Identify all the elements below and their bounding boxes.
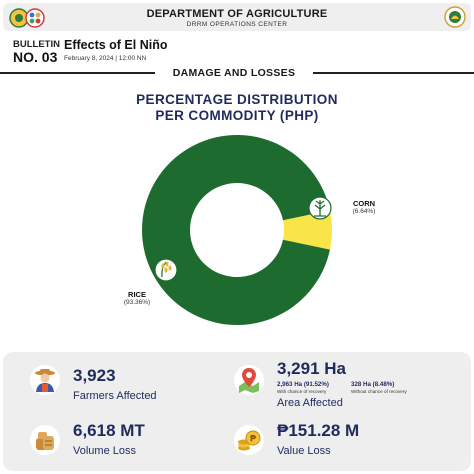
corn-slice-label: CORN (6.64%) bbox=[342, 199, 386, 215]
rice-label-name: RICE bbox=[128, 290, 146, 299]
seal-icon bbox=[444, 6, 466, 28]
corn-label-name: CORN bbox=[352, 199, 376, 208]
area-with-recovery-label: With chance of recovery bbox=[277, 389, 327, 394]
header-bar: DEPARTMENT OF AGRICULTURE DRRM OPERATION… bbox=[3, 3, 471, 31]
sacks-icon bbox=[30, 425, 60, 455]
area-without-recovery-value: 328 Ha (8.48%) bbox=[351, 381, 395, 388]
rice-slice bbox=[142, 135, 330, 325]
svg-text:₱: ₱ bbox=[250, 435, 257, 445]
rice-label-percent: (93.36%) bbox=[123, 299, 151, 306]
rice-icon bbox=[154, 258, 178, 282]
volume-label: Volume Loss bbox=[73, 445, 136, 457]
chart-title-line-1: PERCENTAGE DISTRIBUTION bbox=[136, 92, 338, 107]
rice-slice-label: RICE (93.36%) bbox=[115, 290, 159, 306]
section-title: DAMAGE AND LOSSES bbox=[172, 67, 296, 79]
value-loss-value: ₱151.28 M bbox=[277, 421, 360, 440]
bulletin-number: NO. 03 bbox=[13, 49, 58, 65]
department-title: DEPARTMENT OF AGRICULTURE bbox=[146, 8, 328, 20]
corn-icon bbox=[308, 196, 332, 220]
corn-label-percent: (6.64%) bbox=[352, 208, 376, 215]
area-label: Area Affected bbox=[277, 397, 343, 409]
area-value: 3,291 Ha bbox=[277, 359, 346, 378]
bulletin-topic: Effects of El Niño bbox=[64, 38, 168, 52]
coins-icon: ₱ bbox=[234, 425, 264, 455]
bulletin-label: BULLETIN bbox=[13, 39, 60, 50]
map-pin-icon bbox=[234, 365, 264, 395]
area-without-recovery-label: Without chance of recovery bbox=[351, 389, 407, 394]
farmers-value: 3,923 bbox=[73, 366, 116, 385]
stats-panel: 3,923 Farmers Affected 3,291 Ha 2,963 Ha… bbox=[3, 352, 471, 471]
section-divider-right bbox=[313, 72, 474, 74]
area-with-recovery-value: 2,963 Ha (91.52%) bbox=[277, 381, 329, 388]
chart-title-line-2: PER COMMODITY (PHP) bbox=[155, 108, 319, 123]
agency-logos-icon bbox=[9, 8, 45, 28]
department-subtitle: DRRM OPERATIONS CENTER bbox=[186, 21, 288, 28]
section-divider-left bbox=[0, 72, 155, 74]
bulletin-date: February 8, 2024 | 12:00 NN bbox=[64, 55, 147, 62]
volume-value: 6,618 MT bbox=[73, 421, 145, 440]
farmer-icon bbox=[30, 365, 60, 395]
chart-title: PERCENTAGE DISTRIBUTION PER COMMODITY (P… bbox=[0, 92, 474, 124]
farmers-label: Farmers Affected bbox=[73, 390, 157, 402]
corn-slice bbox=[282, 210, 332, 250]
value-loss-label: Value Loss bbox=[277, 445, 331, 457]
